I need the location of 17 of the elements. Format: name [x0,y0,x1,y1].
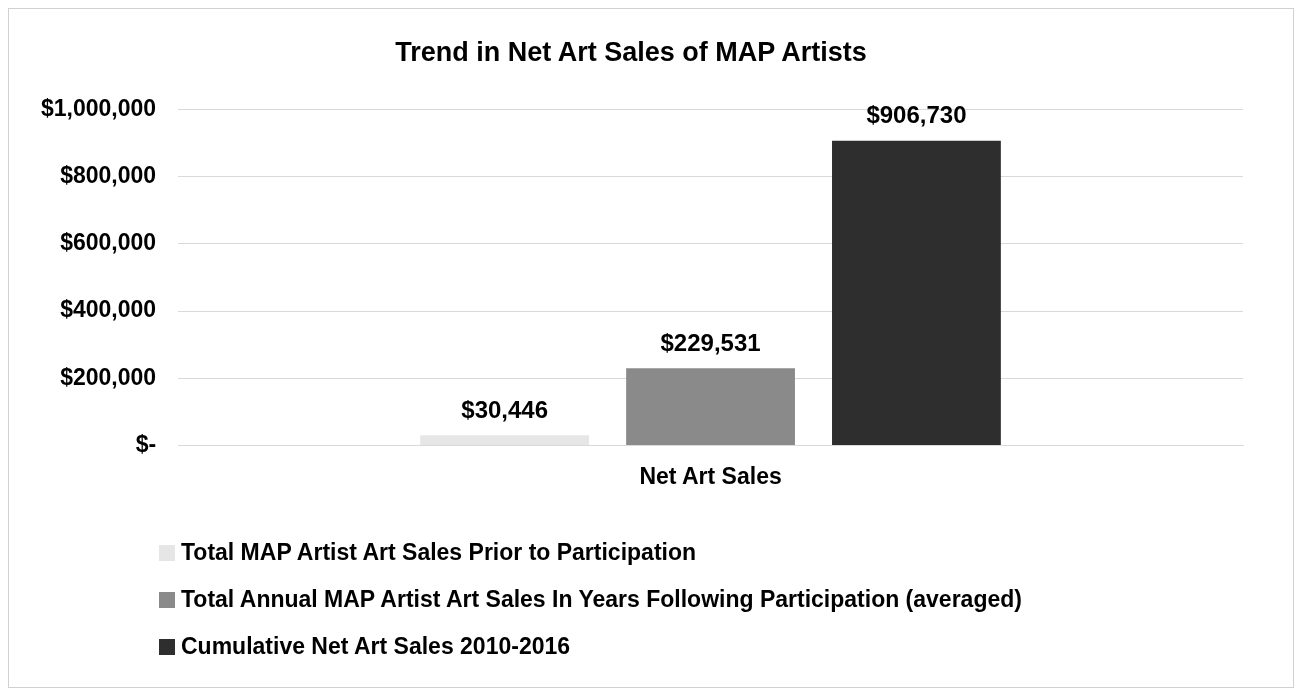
y-tick-label: $200,000 [60,363,157,390]
data-label: $30,446 [461,395,549,423]
data-label: $906,730 [866,101,967,129]
data-label: $229,531 [660,328,761,356]
y-tick-label: $400,000 [60,296,157,323]
y-tick-label: $600,000 [60,229,157,256]
legend-label: Total Annual MAP Artist Art Sales In Years Following Participation (averaged) [181,586,1022,613]
y-tick-label: $1,000,000 [40,94,157,121]
bar [420,435,590,445]
x-tick-label: Net Art Sales [639,462,782,489]
bar [626,368,795,445]
y-tick-label: $- [135,430,157,457]
legend-label: Total MAP Artist Art Sales Prior to Participation [181,539,697,566]
chart-title: Trend in Net Art Sales of MAP Artists [395,36,867,67]
legend-label: Cumulative Net Art Sales 2010-2016 [181,633,571,660]
y-tick-label: $800,000 [60,161,157,188]
bar [832,140,1001,445]
